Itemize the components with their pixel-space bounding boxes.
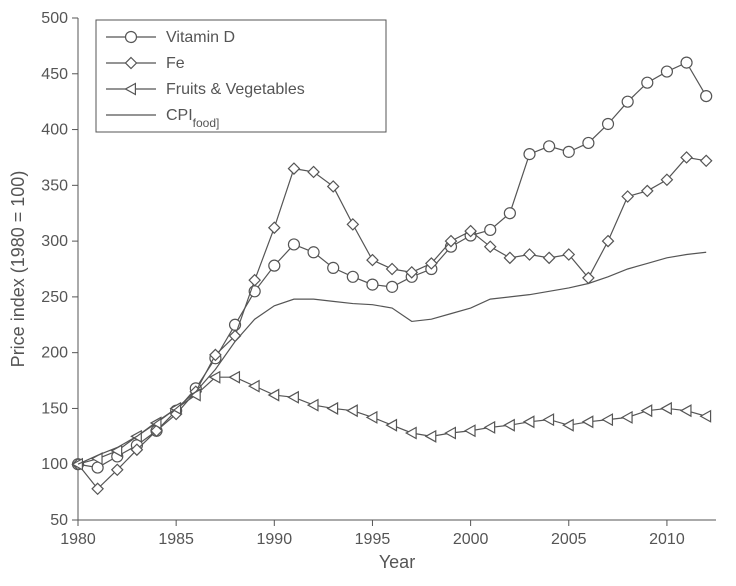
circle-marker (387, 281, 398, 292)
circle-marker (681, 57, 692, 68)
triangle-marker (367, 412, 377, 423)
diamond-marker (701, 155, 712, 166)
y-tick-label: 350 (41, 177, 68, 194)
y-tick-label: 250 (41, 289, 68, 306)
y-tick-label: 450 (41, 66, 68, 83)
x-tick-label: 1990 (257, 531, 293, 548)
circle-marker (642, 77, 653, 88)
triangle-marker (544, 414, 554, 425)
y-tick-label: 500 (41, 10, 68, 27)
diamond-marker (387, 264, 398, 275)
circle-marker (126, 32, 137, 43)
diamond-marker (642, 185, 653, 196)
triangle-marker (269, 390, 279, 401)
circle-marker (308, 247, 319, 258)
circle-marker (661, 66, 672, 77)
triangle-marker (642, 405, 652, 416)
triangle-marker (445, 427, 455, 438)
diamond-marker (504, 252, 515, 263)
diamond-marker (485, 241, 496, 252)
y-tick-label: 100 (41, 456, 68, 473)
legend-label: Fruits & Vegetables (166, 81, 305, 98)
triangle-marker (426, 431, 436, 442)
x-tick-label: 1995 (355, 531, 391, 548)
chart-svg: 1980 1985 1990 1995 2000 2005 2010 50 100 150 200 2… (0, 0, 736, 586)
triangle-marker (249, 381, 259, 392)
diamond-marker (544, 252, 555, 263)
diamond-marker (269, 222, 280, 233)
circle-marker (544, 141, 555, 152)
legend-label: Vitamin D (166, 29, 235, 46)
y-tick-label: 150 (41, 400, 68, 417)
triangle-marker (406, 427, 416, 438)
circle-marker (269, 260, 280, 271)
triangle-marker (230, 372, 240, 383)
legend-label: Fe (166, 55, 185, 72)
circle-marker (583, 137, 594, 148)
circle-marker (347, 271, 358, 282)
legend: Vitamin DFeFruits & VegetablesCPIfood] (96, 20, 386, 132)
circle-marker (701, 91, 712, 102)
diamond-marker (347, 219, 358, 230)
circle-marker (563, 146, 574, 157)
circle-marker (367, 279, 378, 290)
triangle-marker (387, 420, 397, 431)
circle-marker (288, 239, 299, 250)
diamond-marker (603, 236, 614, 247)
triangle-marker (308, 400, 318, 411)
diamond-marker (328, 181, 339, 192)
x-tick-label: 1985 (158, 531, 194, 548)
diamond-marker (524, 249, 535, 260)
triangle-marker (504, 420, 514, 431)
y-axis-title: Price index (1980 = 100) (8, 171, 28, 368)
triangle-marker (563, 420, 573, 431)
circle-marker (485, 224, 496, 235)
triangle-marker (622, 412, 632, 423)
triangle-marker (603, 414, 613, 425)
triangle-marker (681, 405, 691, 416)
circle-marker (603, 118, 614, 129)
triangle-marker (465, 425, 475, 436)
y-tick-label: 50 (50, 512, 68, 529)
circle-marker (622, 96, 633, 107)
y-tick-label: 400 (41, 122, 68, 139)
x-tick-label: 2000 (453, 531, 489, 548)
series-fe (73, 152, 712, 494)
diamond-marker (622, 191, 633, 202)
y-tick-label: 300 (41, 233, 68, 250)
circle-marker (524, 149, 535, 160)
circle-marker (504, 208, 515, 219)
triangle-marker (347, 405, 357, 416)
x-tick-label: 2005 (551, 531, 587, 548)
y-tick-label: 200 (41, 345, 68, 362)
series-line (78, 157, 706, 488)
triangle-marker (701, 411, 711, 422)
triangle-marker (524, 416, 534, 427)
triangle-marker (583, 416, 593, 427)
diamond-marker (367, 255, 378, 266)
diamond-marker (308, 166, 319, 177)
x-axis-title: Year (379, 552, 415, 572)
diamond-marker (249, 275, 260, 286)
triangle-marker (661, 403, 671, 414)
price-index-chart: 1980 1985 1990 1995 2000 2005 2010 50 100 150 200 2… (0, 0, 736, 586)
x-tick-label: 1980 (60, 531, 96, 548)
triangle-marker (328, 403, 338, 414)
circle-marker (328, 262, 339, 273)
triangle-marker (485, 422, 495, 433)
x-tick-label: 2010 (649, 531, 685, 548)
diamond-marker (288, 163, 299, 174)
triangle-marker (288, 392, 298, 403)
